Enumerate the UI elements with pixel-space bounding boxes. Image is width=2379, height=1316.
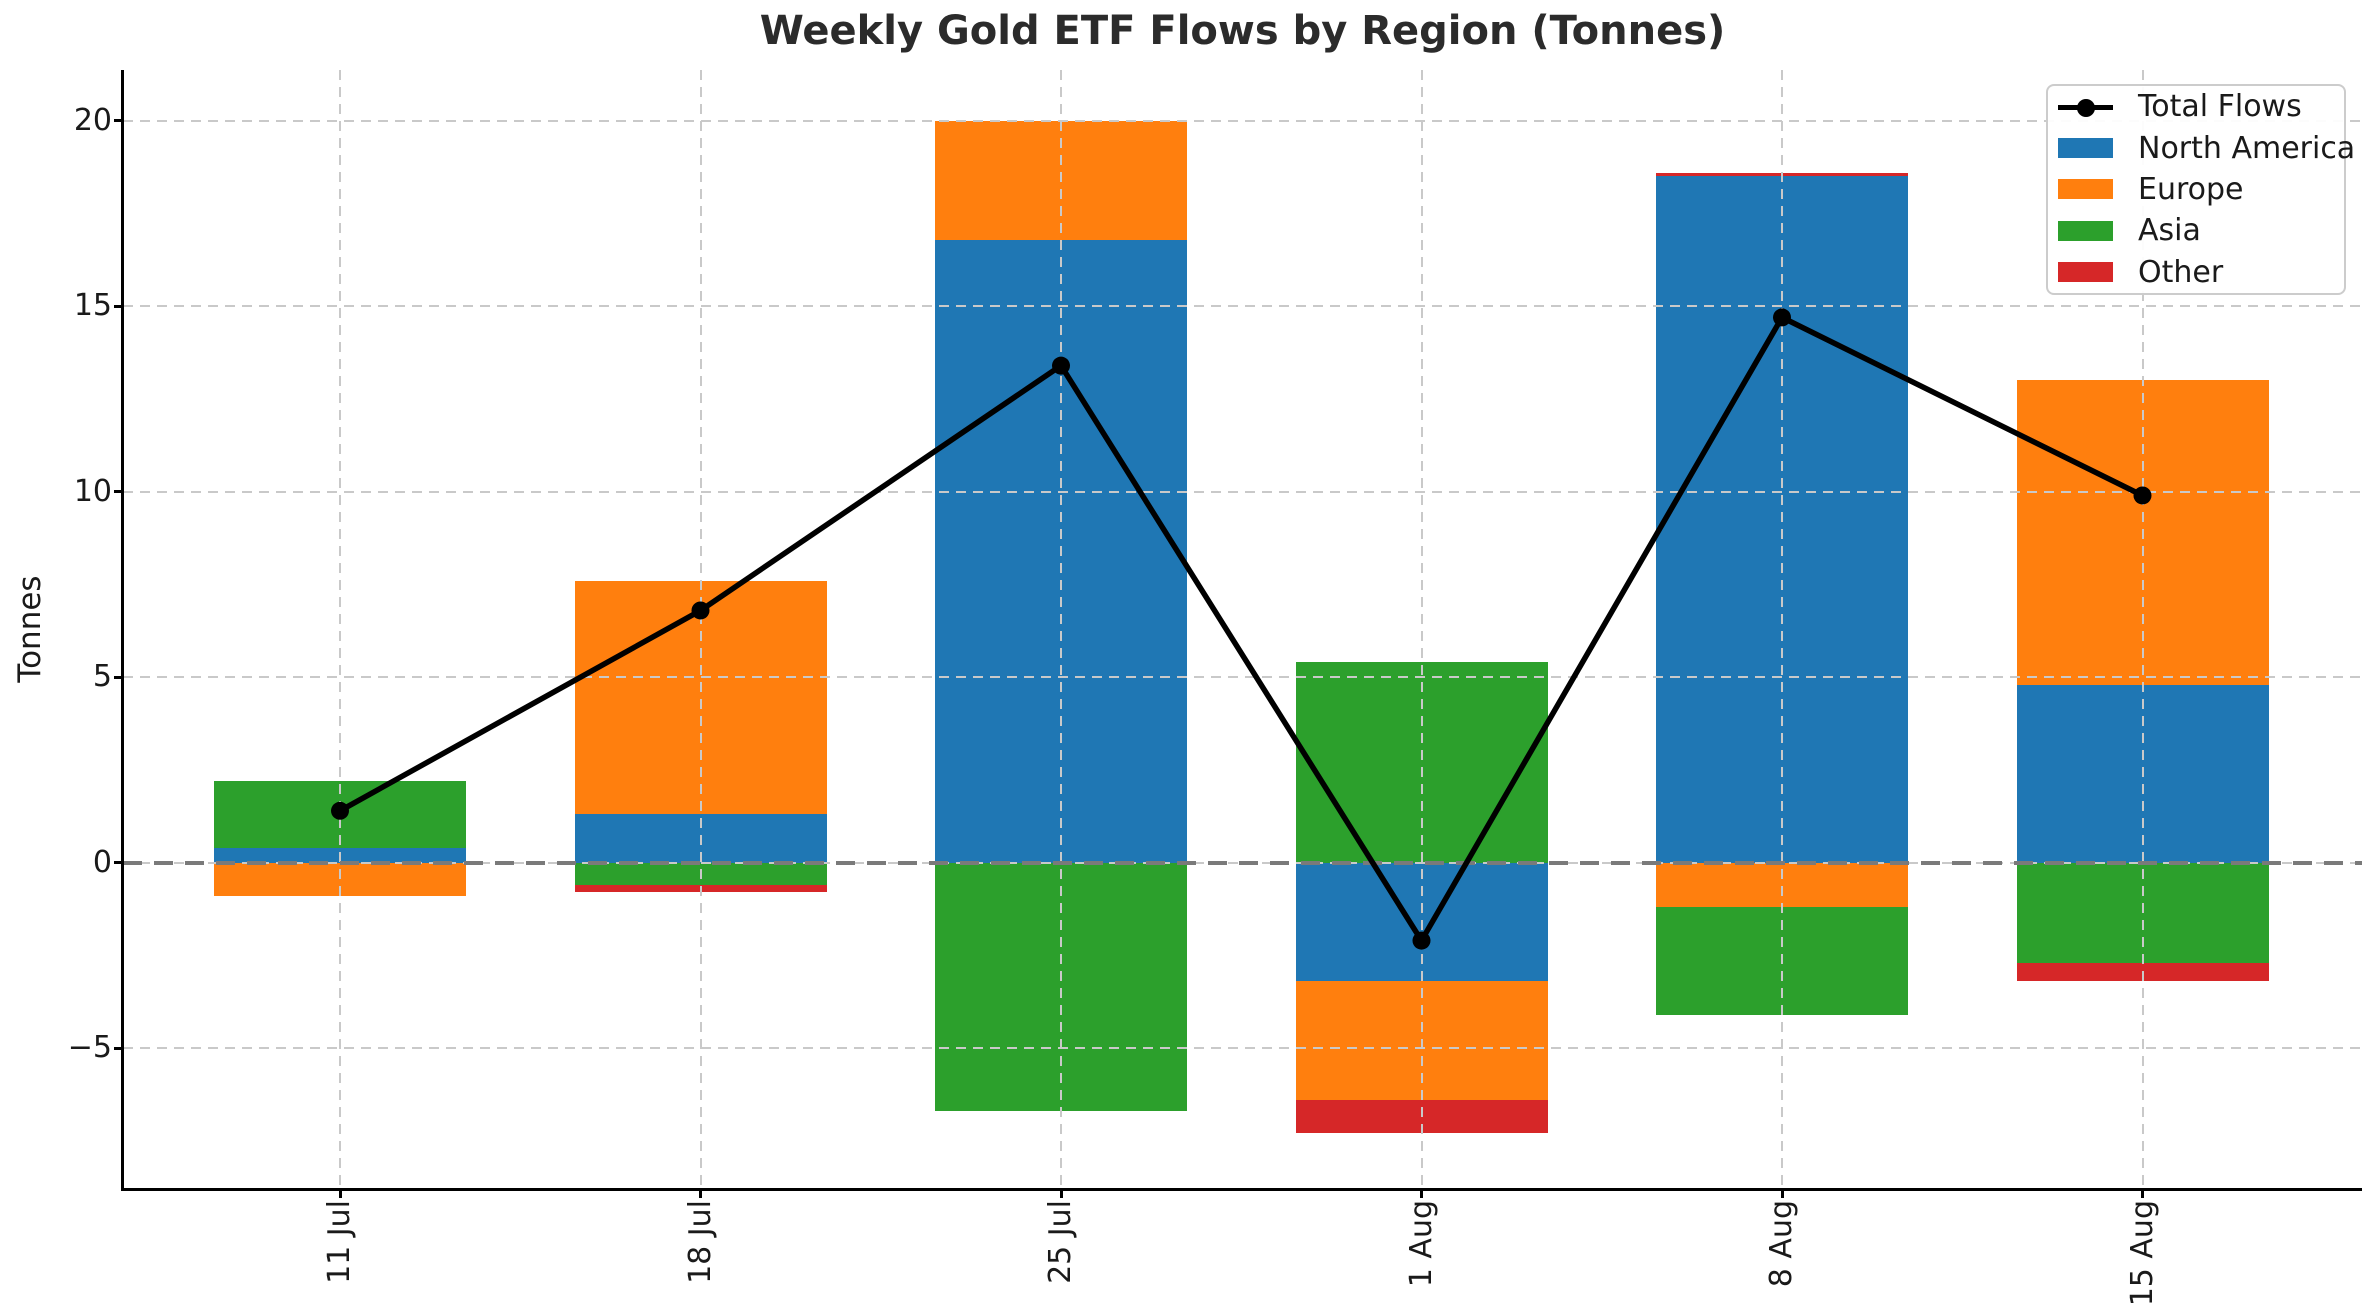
y-tick-label: 10 (73, 473, 112, 509)
y-tick-mark (114, 119, 124, 123)
gridline-horizontal (123, 305, 2362, 308)
legend-item-north-america: North America (2048, 128, 2355, 169)
y-tick-label: 20 (73, 102, 112, 138)
legend-item-total-flows: Total Flows (2048, 86, 2344, 127)
europe-swatch-icon (2058, 179, 2113, 200)
y-tick-mark (114, 1046, 124, 1050)
gridline-horizontal (123, 1047, 2362, 1050)
total-flows-marker (1052, 356, 1070, 375)
y-tick-mark (114, 675, 124, 679)
total-flows-line (331, 308, 2152, 950)
x-tick-label: 11 Jul (322, 1200, 357, 1284)
y-tick-label: 5 (92, 659, 112, 695)
y-tick-mark (114, 861, 124, 865)
x-tick-mark (1780, 1188, 1784, 1198)
x-tick-label: 8 Aug (1764, 1200, 1799, 1288)
total-flows-marker (691, 601, 710, 620)
gridline-horizontal (123, 676, 2362, 679)
gridline-vertical (1060, 70, 1062, 1188)
y-tick-mark (114, 304, 124, 308)
x-tick-label: 18 Jul (682, 1200, 718, 1284)
gridline-vertical (2141, 70, 2144, 1188)
legend-item-other: Other (2048, 252, 2344, 293)
x-tick-mark (338, 1188, 342, 1198)
total-flows-marker (1773, 308, 1791, 327)
gridline-horizontal (123, 490, 2362, 493)
total-flows-path (338, 313, 2144, 946)
x-tick-label: 1 Aug (1403, 1200, 1439, 1288)
legend-label: North America (2138, 130, 2356, 166)
legend: Total Flows North America Europe Asia Ot… (2046, 84, 2355, 295)
legend-label: Total Flows (2138, 89, 2302, 125)
y-tick-mark (114, 490, 124, 494)
total-flows-marker (331, 801, 349, 820)
x-tick-mark (699, 1188, 702, 1198)
gridline-horizontal (123, 119, 2362, 122)
asia-swatch-icon (2058, 220, 2113, 241)
x-tick-mark (1420, 1188, 1423, 1198)
y-tick-label: −5 (67, 1030, 112, 1066)
y-tick-label: 15 (73, 288, 112, 324)
legend-label: Europe (2138, 171, 2244, 207)
legend-label: Other (2138, 254, 2224, 290)
gridline-vertical (339, 70, 341, 1188)
x-tick-label: 25 Jul (1043, 1200, 1078, 1284)
x-tick-label: 15 Aug (2124, 1200, 2160, 1307)
y-tick-label: 0 (92, 844, 112, 880)
other-swatch-icon (2058, 262, 2113, 283)
total-flows-marker (1412, 931, 1431, 950)
legend-item-europe: Europe (2048, 169, 2344, 210)
north-america-swatch-icon (2058, 138, 2113, 159)
x-tick-mark (2141, 1188, 2144, 1198)
x-axis-spine (121, 1188, 2362, 1191)
gridline-vertical (1781, 70, 1783, 1188)
total-flows-marker (2133, 486, 2152, 505)
zero-line (123, 860, 2362, 865)
gridline-vertical (1420, 70, 1423, 1188)
x-tick-mark (1059, 1188, 1063, 1198)
y-axis-spine (121, 70, 124, 1191)
total-flows-line-icon (2058, 97, 2113, 117)
legend-label: Asia (2138, 213, 2201, 249)
chart-title: Weekly Gold ETF Flows by Region (Tonnes) (759, 8, 1726, 54)
legend-item-asia: Asia (2048, 210, 2344, 251)
gridline-vertical (699, 70, 702, 1188)
